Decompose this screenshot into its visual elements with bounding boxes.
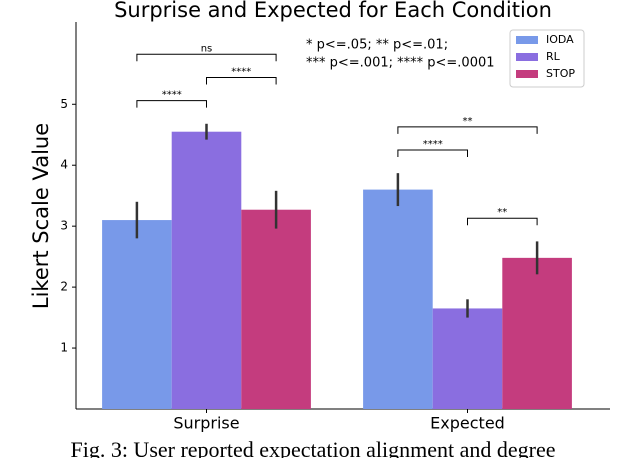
y-tick-label: 1: [60, 341, 68, 355]
y-axis-label: Likert Scale Value: [29, 123, 53, 309]
y-tick-label: 4: [60, 158, 68, 172]
caption: Fig. 3: User reported expectation alignm…: [70, 437, 555, 458]
significance-label: ****: [423, 139, 443, 150]
significance-label: ****: [162, 90, 182, 101]
bar: [102, 220, 172, 409]
x-tick-label: Expected: [430, 414, 505, 433]
bar: [241, 209, 311, 409]
significance-label: **: [463, 116, 473, 127]
significance-bracket: [136, 53, 277, 62]
significance-label: ns: [201, 43, 213, 54]
chart-title: Surprise and Expected for Each Condition: [114, 0, 552, 22]
significance-label: **: [497, 207, 507, 218]
bar: [432, 308, 503, 409]
significance-bracket: [467, 217, 538, 226]
annotation: * p<=.05; ** p<=.01;: [306, 38, 448, 53]
y-tick-label: 3: [60, 219, 68, 233]
significance-bracket: [136, 100, 207, 108]
bar: [171, 131, 242, 409]
legend-swatch: [516, 53, 538, 61]
annotation: *** p<=.001; **** p<=.0001: [306, 56, 495, 71]
significance-bracket: [397, 126, 538, 134]
legend-swatch: [516, 70, 538, 78]
legend-label: IODA: [546, 33, 574, 46]
y-tick-label: 2: [60, 280, 68, 294]
bar: [502, 257, 572, 409]
y-tick-label: 5: [60, 97, 68, 111]
significance-bracket: [206, 76, 277, 85]
bar: [363, 189, 433, 409]
legend-label: RL: [546, 50, 561, 63]
significance-label: ****: [231, 66, 251, 77]
x-tick-label: Surprise: [173, 414, 239, 433]
legend-label: STOP: [546, 67, 575, 80]
legend-swatch: [516, 36, 538, 44]
significance-bracket: [397, 149, 468, 157]
